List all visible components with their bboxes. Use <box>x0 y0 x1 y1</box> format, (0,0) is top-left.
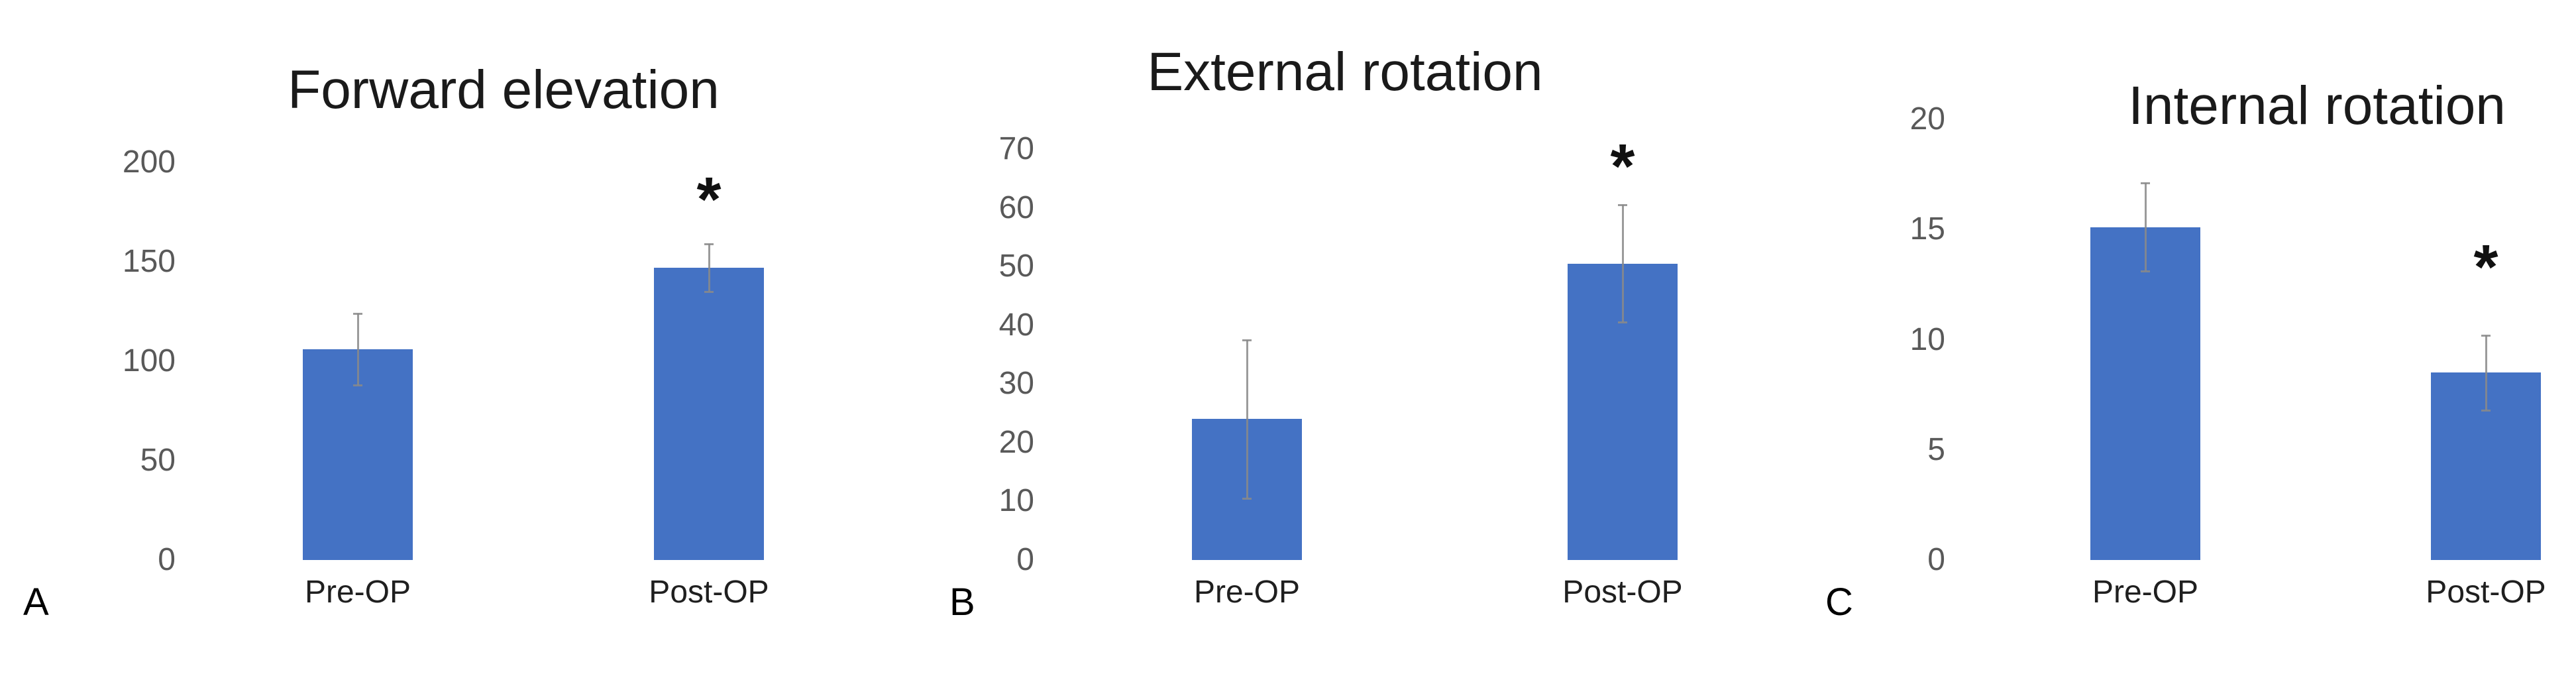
y-axis-tick-label: 150 <box>122 244 176 279</box>
panel-letter-b: B <box>949 581 975 624</box>
category-label-post-op: Post-OP <box>649 575 769 610</box>
chart-title: External rotation <box>1147 42 1543 102</box>
error-bar-cap <box>704 243 714 245</box>
y-axis-tick-label: 30 <box>998 366 1034 402</box>
y-axis-tick-label: 0 <box>158 542 176 577</box>
significance-asterisk: * <box>696 164 722 235</box>
error-bar-cap <box>353 313 362 315</box>
panel-letter-a: A <box>23 581 49 624</box>
error-bar-cap <box>353 384 362 386</box>
chart-title: Forward elevation <box>288 60 720 120</box>
y-axis-tick-label: 70 <box>998 131 1034 166</box>
y-axis-tick-label: 20 <box>998 424 1034 460</box>
y-axis-tick-label: 10 <box>998 483 1034 519</box>
chart-panel-a: Forward elevation 0 50 100 150 200 Pre-OP Post-… <box>0 0 859 674</box>
error-bar-cap <box>2141 182 2150 185</box>
error-bar-cap <box>2141 270 2150 273</box>
error-bar-cap <box>1242 339 1252 341</box>
y-axis-tick-label: 20 <box>1909 101 1945 137</box>
error-bar-cap <box>1618 321 1627 324</box>
y-axis-tick-label: 40 <box>998 307 1034 343</box>
category-label-pre-op: Pre-OP <box>1193 575 1301 610</box>
chart-panel-b: External rotation 0 10 20 30 40 50 60 70 Pre-OP Po… <box>859 0 1717 674</box>
error-bar <box>356 313 359 385</box>
y-axis-tick-label: 50 <box>140 443 176 478</box>
error-bar <box>2485 335 2487 410</box>
significance-asterisk: * <box>2473 232 2498 303</box>
y-axis-tick-label: 0 <box>1927 542 1945 577</box>
y-axis-tick-label: 50 <box>998 249 1034 284</box>
chart-panel-c: Internal rotation 0 5 10 15 20 Pre-OP Post-OP * C <box>1717 0 2576 674</box>
panel-letter-c: C <box>1825 581 1853 624</box>
error-bar-cap <box>2481 334 2491 337</box>
error-bar <box>2144 183 2147 272</box>
y-axis-tick-label: 100 <box>122 343 176 378</box>
chart-title: Internal rotation <box>2128 76 2506 136</box>
y-axis-tick-label: 10 <box>1909 321 1945 357</box>
category-label-post-op: Post-OP <box>2426 575 2546 610</box>
y-axis-tick-label: 15 <box>1909 211 1945 247</box>
y-axis-tick-label: 200 <box>122 144 176 180</box>
error-bar-cap <box>704 291 714 293</box>
y-axis-tick-label: 0 <box>1016 542 1034 577</box>
error-bar-cap <box>1618 204 1627 207</box>
significance-asterisk: * <box>1610 131 1635 201</box>
category-label-pre-op: Pre-OP <box>304 575 411 610</box>
error-bar <box>1621 205 1624 323</box>
category-label-post-op: Post-OP <box>1562 575 1683 610</box>
y-axis-tick-label: 60 <box>998 190 1034 225</box>
error-bar <box>708 244 710 292</box>
category-label-pre-op: Pre-OP <box>2092 575 2199 610</box>
error-bar-cap <box>2481 409 2491 412</box>
y-axis-tick-label: 5 <box>1927 431 1945 467</box>
error-bar <box>1246 339 1248 498</box>
bar-pre-op <box>2090 227 2200 560</box>
error-bar-cap <box>1242 498 1252 500</box>
bar-post-op <box>654 268 764 560</box>
